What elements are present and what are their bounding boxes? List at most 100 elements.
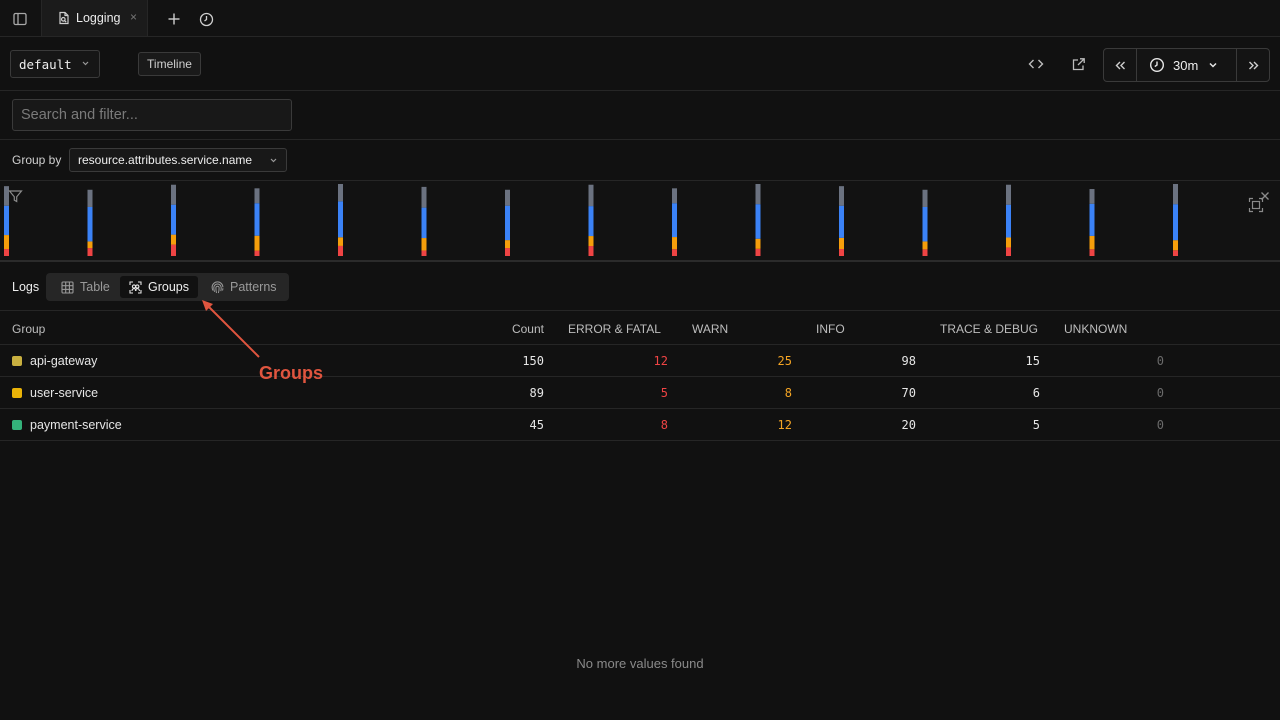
- table-row[interactable]: api-gateway 150 12 25 98 15 0: [0, 345, 1280, 377]
- source-select[interactable]: default: [10, 50, 100, 78]
- group-color-swatch: [12, 356, 22, 366]
- tab-groups[interactable]: Groups: [120, 276, 198, 298]
- time-range-select[interactable]: 30m: [1137, 49, 1237, 81]
- group-color-swatch: [12, 388, 22, 398]
- tab-table[interactable]: Table: [52, 276, 119, 298]
- histogram-chart: [4, 184, 1178, 256]
- histogram-bar-warn: [171, 234, 176, 245]
- column-header-trace[interactable]: TRACE & DEBUG: [940, 322, 1039, 336]
- histogram-bar-info: [755, 204, 761, 239]
- table-header: Group Count ERROR & FATAL WARN INFO TRAC…: [0, 311, 1280, 345]
- unknown-cell: 0: [1156, 354, 1164, 368]
- trace-cell: 15: [1025, 354, 1040, 368]
- group-by-select[interactable]: resource.attributes.service.name: [69, 148, 287, 172]
- histogram-bar-trace: [755, 184, 761, 205]
- histogram-bar-info: [922, 206, 928, 242]
- history-button[interactable]: [195, 8, 217, 30]
- histogram-bar-error: [1089, 249, 1095, 256]
- file-search-icon: [57, 11, 71, 25]
- group-color-swatch: [12, 420, 22, 430]
- histogram-bar-info: [4, 205, 9, 236]
- histogram-bar-info: [1089, 203, 1095, 236]
- timeline-button[interactable]: Timeline: [138, 52, 201, 76]
- histogram-bar-info: [254, 203, 260, 236]
- histogram-bar-trace: [1173, 184, 1178, 205]
- histogram-bar-trace: [505, 189, 510, 206]
- count-cell: 89: [529, 386, 544, 400]
- code-view-button[interactable]: [1023, 51, 1049, 77]
- histogram-bar-warn: [1006, 237, 1011, 248]
- column-header-count[interactable]: Count: [511, 322, 544, 336]
- trace-cell: 5: [1032, 418, 1040, 432]
- chevrons-right-icon: [1247, 59, 1260, 72]
- time-range-control: 30m: [1103, 48, 1270, 82]
- new-tab-button[interactable]: [163, 8, 185, 30]
- histogram-bar-trace: [839, 186, 844, 206]
- histogram-bar-trace: [4, 186, 9, 206]
- chevron-down-icon: [269, 156, 278, 165]
- histogram-bar-warn: [1089, 235, 1095, 250]
- reset-zoom-icon[interactable]: [1248, 197, 1264, 213]
- filter-icon[interactable]: [8, 189, 23, 204]
- histogram-bar-trace: [254, 188, 260, 204]
- time-forward-button[interactable]: [1237, 49, 1269, 81]
- toolbar: default Timeline 30m: [0, 37, 1280, 91]
- time-range-value: 30m: [1173, 57, 1199, 73]
- histogram-bar-info: [1173, 204, 1178, 241]
- column-header-info[interactable]: INFO: [816, 322, 845, 336]
- histogram-bar-info: [1006, 204, 1011, 238]
- error-cell: 8: [660, 418, 668, 432]
- search-input[interactable]: [12, 99, 292, 131]
- histogram-bar-error: [755, 248, 761, 256]
- histogram-bar-error: [505, 248, 510, 256]
- histogram-bar-error: [588, 246, 594, 256]
- warn-cell: 8: [784, 386, 792, 400]
- histogram-bar-warn: [1173, 240, 1178, 251]
- close-tab-icon[interactable]: ×: [129, 10, 137, 24]
- histogram-bar-trace: [1089, 189, 1095, 204]
- tab-groups-label: Groups: [148, 280, 189, 294]
- warn-cell: 12: [777, 418, 792, 432]
- groups-icon: [129, 280, 142, 294]
- histogram-bar-info: [421, 207, 427, 239]
- table-row[interactable]: user-service 89 5 8 70 6 0: [0, 377, 1280, 409]
- empty-state-message: No more values found: [576, 656, 704, 671]
- histogram-bar-trace: [1006, 184, 1011, 205]
- chevron-down-icon: [81, 59, 90, 68]
- tab-patterns[interactable]: Patterns: [202, 276, 286, 298]
- histogram-bar-error: [672, 249, 677, 256]
- column-header-group[interactable]: Group: [12, 322, 46, 336]
- column-header-warn[interactable]: WARN: [692, 322, 729, 336]
- histogram-bar-error: [922, 249, 928, 256]
- histogram-bar-info: [171, 204, 176, 235]
- histogram-bar-info: [87, 206, 93, 242]
- histogram-bar-error: [1173, 250, 1178, 256]
- info-cell: 20: [901, 418, 916, 432]
- histogram-bar-warn: [839, 237, 844, 250]
- histogram-bar-error: [338, 245, 343, 256]
- time-back-button[interactable]: [1104, 49, 1137, 81]
- info-cell: 98: [901, 354, 916, 368]
- clock-icon: [1149, 57, 1165, 73]
- column-header-error[interactable]: ERROR & FATAL: [568, 322, 661, 336]
- external-link-icon: [1071, 57, 1086, 72]
- code-icon: [1028, 56, 1044, 72]
- open-external-button[interactable]: [1065, 51, 1091, 77]
- histogram-bar-error: [1006, 247, 1011, 256]
- histogram-bar-trace: [922, 189, 928, 207]
- histogram-bar-trace: [672, 188, 677, 204]
- tab-logging[interactable]: Logging ×: [41, 0, 148, 36]
- histogram-bar-trace: [421, 186, 427, 208]
- histogram-bar-trace: [171, 184, 176, 205]
- log-histogram[interactable]: [0, 181, 1280, 262]
- histogram-bar-error: [171, 244, 176, 256]
- table-icon: [61, 280, 74, 294]
- histogram-bar-info: [839, 205, 844, 238]
- sidebar-toggle-button[interactable]: [9, 8, 31, 30]
- table-row[interactable]: payment-service 45 8 12 20 5 0: [0, 409, 1280, 441]
- histogram-bar-trace: [588, 184, 594, 207]
- histogram-bar-warn: [505, 240, 510, 249]
- tab-table-label: Table: [80, 280, 110, 294]
- sidebar-icon: [13, 12, 27, 26]
- column-header-unknown[interactable]: UNKNOWN: [1064, 322, 1128, 336]
